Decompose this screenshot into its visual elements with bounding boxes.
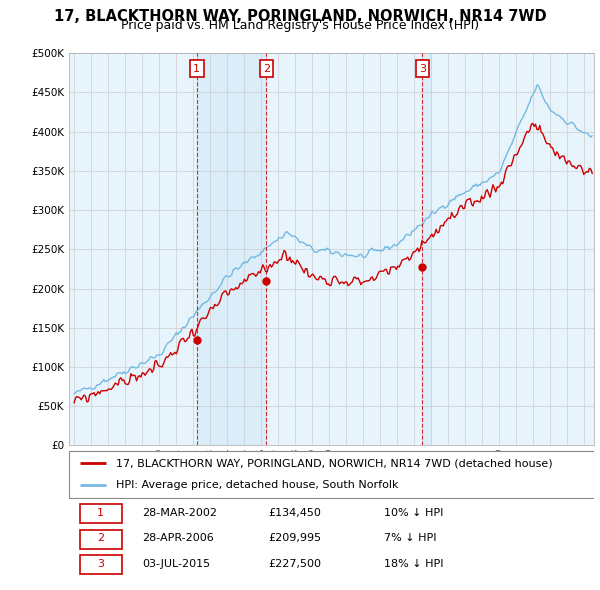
FancyBboxPatch shape bbox=[79, 504, 121, 523]
Text: 18% ↓ HPI: 18% ↓ HPI bbox=[384, 559, 443, 569]
Text: £227,500: £227,500 bbox=[269, 559, 322, 569]
Text: 28-APR-2006: 28-APR-2006 bbox=[143, 533, 214, 543]
FancyBboxPatch shape bbox=[69, 451, 594, 497]
Text: 17, BLACKTHORN WAY, PORINGLAND, NORWICH, NR14 7WD (detached house): 17, BLACKTHORN WAY, PORINGLAND, NORWICH,… bbox=[116, 458, 553, 468]
Text: 1: 1 bbox=[193, 64, 200, 74]
Bar bbox=[422, 53, 431, 445]
Text: £134,450: £134,450 bbox=[269, 507, 322, 517]
Text: 10% ↓ HPI: 10% ↓ HPI bbox=[384, 507, 443, 517]
Text: £209,995: £209,995 bbox=[269, 533, 322, 543]
Text: 3: 3 bbox=[97, 559, 104, 569]
Text: 2: 2 bbox=[97, 533, 104, 543]
Text: HPI: Average price, detached house, South Norfolk: HPI: Average price, detached house, Sout… bbox=[116, 480, 399, 490]
Bar bbox=[197, 53, 266, 445]
Text: Price paid vs. HM Land Registry's House Price Index (HPI): Price paid vs. HM Land Registry's House … bbox=[121, 19, 479, 32]
Text: 1: 1 bbox=[97, 507, 104, 517]
Text: 2: 2 bbox=[263, 64, 270, 74]
FancyBboxPatch shape bbox=[79, 555, 121, 574]
Text: 03-JUL-2015: 03-JUL-2015 bbox=[143, 559, 211, 569]
Text: 17, BLACKTHORN WAY, PORINGLAND, NORWICH, NR14 7WD: 17, BLACKTHORN WAY, PORINGLAND, NORWICH,… bbox=[53, 9, 547, 24]
Text: 3: 3 bbox=[419, 64, 426, 74]
Text: 28-MAR-2002: 28-MAR-2002 bbox=[143, 507, 218, 517]
FancyBboxPatch shape bbox=[79, 530, 121, 549]
Text: 7% ↓ HPI: 7% ↓ HPI bbox=[384, 533, 437, 543]
